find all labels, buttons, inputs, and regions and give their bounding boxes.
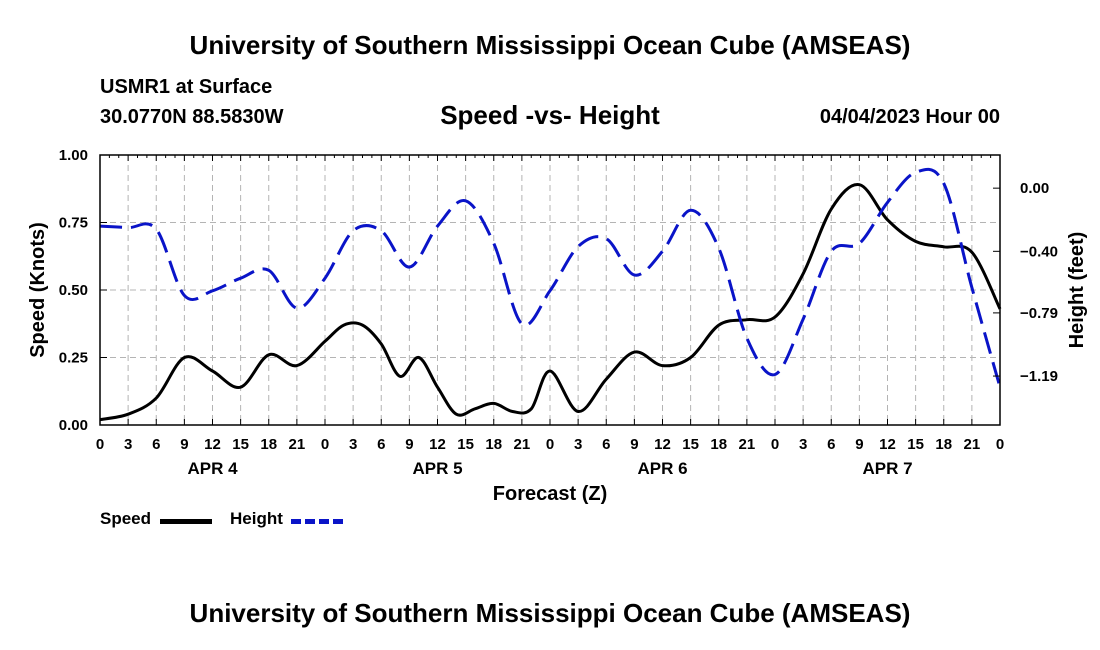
x-tick-label: 0 xyxy=(996,436,1004,453)
station-label: USMR1 at Surface xyxy=(100,76,273,98)
forecast-datetime: 04/04/2023 Hour 00 xyxy=(819,106,1000,128)
x-tick-label: 18 xyxy=(260,436,277,453)
x-tick-label: 18 xyxy=(485,436,502,453)
x-tick-label: 15 xyxy=(682,436,699,453)
x-tick-label: 21 xyxy=(514,436,531,453)
speed-series-line xyxy=(99,183,1002,422)
y2-tick-label: 0.00 xyxy=(1020,180,1049,197)
y-axis-label: Speed (Knots) xyxy=(27,222,49,358)
legend-height-swatch xyxy=(291,519,343,524)
y2-tick-label: −0.79 xyxy=(1020,305,1058,322)
x-axis-label: Forecast (Z) xyxy=(493,483,607,505)
x-tick-label: 9 xyxy=(630,436,638,453)
x-day-label: APR 7 xyxy=(862,459,912,478)
y2-tick-label: −1.19 xyxy=(1020,368,1058,385)
x-tick-label: 15 xyxy=(457,436,474,453)
x-tick-label: 0 xyxy=(321,436,329,453)
y2-axis-label: Height (feet) xyxy=(1066,232,1088,349)
x-day-label: APR 6 xyxy=(637,459,687,478)
x-tick-label: 21 xyxy=(289,436,306,453)
legend-height-label: Height xyxy=(230,509,283,528)
x-tick-label: 3 xyxy=(799,436,807,453)
height-series-line xyxy=(99,167,1002,388)
x-tick-label: 0 xyxy=(546,436,554,453)
grid-layer xyxy=(100,155,1000,425)
x-tick-label: 9 xyxy=(405,436,413,453)
x-tick-label: 15 xyxy=(232,436,249,453)
y-tick-label: 0.25 xyxy=(59,350,88,367)
x-tick-label: 9 xyxy=(855,436,863,453)
y-tick-label: 0.50 xyxy=(59,282,88,299)
axis-layer: 0 3 6 9 12 15 18 21 0 3 6 9 12 15 18 21 0 3 6 9 12 15 18 21 0 3 6 9… xyxy=(59,147,1058,478)
x-tick-label: 9 xyxy=(180,436,188,453)
y-tick-label: 1.00 xyxy=(59,147,88,164)
x-tick-label: 12 xyxy=(654,436,671,453)
x-tick-label: 6 xyxy=(827,436,835,453)
x-tick-label: 18 xyxy=(935,436,952,453)
x-tick-label: 18 xyxy=(710,436,727,453)
footer-title: University of Southern Mississippi Ocean… xyxy=(189,598,911,628)
x-tick-label: 12 xyxy=(429,436,446,453)
legend-speed-label: Speed xyxy=(100,509,152,528)
x-tick-label: 6 xyxy=(152,436,160,453)
y-tick-label: 0.00 xyxy=(59,417,88,434)
x-day-label: APR 4 xyxy=(187,459,238,478)
x-tick-label: 0 xyxy=(771,436,779,453)
y-tick-label: 0.75 xyxy=(59,215,88,232)
y2-tick-label: −0.40 xyxy=(1020,243,1058,260)
x-tick-label: 6 xyxy=(377,436,385,453)
x-tick-label: 3 xyxy=(124,436,132,453)
x-tick-label: 12 xyxy=(879,436,896,453)
chart-main-title: University of Southern Mississippi Ocean… xyxy=(189,30,911,60)
legend-speed-swatch xyxy=(160,519,212,524)
x-tick-label: 3 xyxy=(349,436,357,453)
x-tick-label: 0 xyxy=(96,436,104,453)
x-tick-label: 21 xyxy=(964,436,981,453)
x-day-label: APR 5 xyxy=(412,459,462,478)
chart-subtitle: Speed -vs- Height xyxy=(440,100,660,130)
x-tick-label: 3 xyxy=(574,436,582,453)
x-tick-label: 15 xyxy=(907,436,924,453)
x-tick-label: 21 xyxy=(739,436,756,453)
x-tick-label: 6 xyxy=(602,436,610,453)
series-layer xyxy=(99,167,1002,422)
x-tick-label: 12 xyxy=(204,436,221,453)
station-coordinates: 30.0770N 88.5830W xyxy=(100,106,284,128)
